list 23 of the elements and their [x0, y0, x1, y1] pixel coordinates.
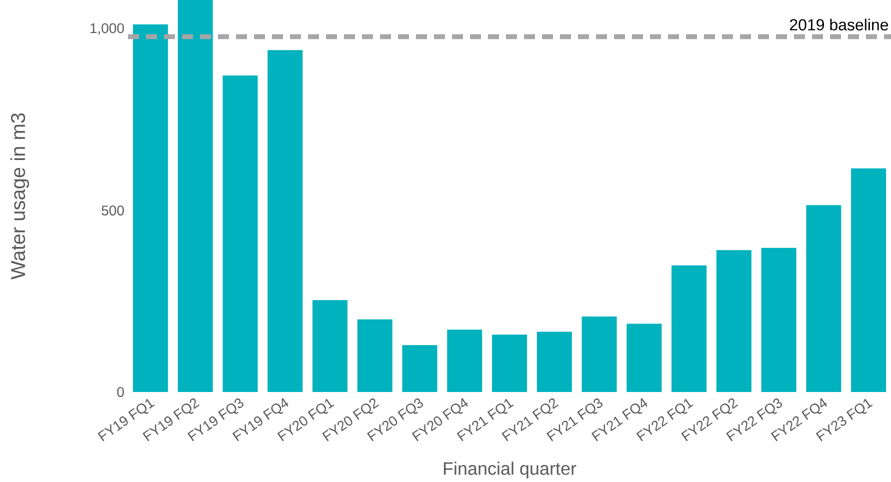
bar: [672, 265, 707, 392]
bar: [806, 205, 842, 392]
y-tick-label: 0: [117, 387, 124, 397]
y-tick-label: 500: [102, 206, 124, 216]
bar: [132, 24, 168, 392]
y-tick-label: 1,000: [90, 23, 124, 35]
bar: [222, 75, 258, 392]
bar: [268, 50, 303, 392]
bar: [716, 250, 752, 392]
bar: [851, 168, 886, 392]
y-axis-title: Water usage in m3: [10, 113, 30, 280]
bar: [626, 324, 662, 392]
x-axis-title: Financial quarter: [444, 462, 576, 478]
bar: [492, 334, 528, 392]
bar: [582, 316, 617, 392]
bar: [357, 319, 392, 392]
bar: [536, 332, 572, 392]
bar: [447, 330, 482, 392]
bar: [178, 0, 213, 392]
bar: [402, 345, 438, 392]
bar: [312, 300, 348, 392]
ref-line-label: 2019 baseline: [790, 18, 888, 30]
bar: [761, 248, 796, 392]
